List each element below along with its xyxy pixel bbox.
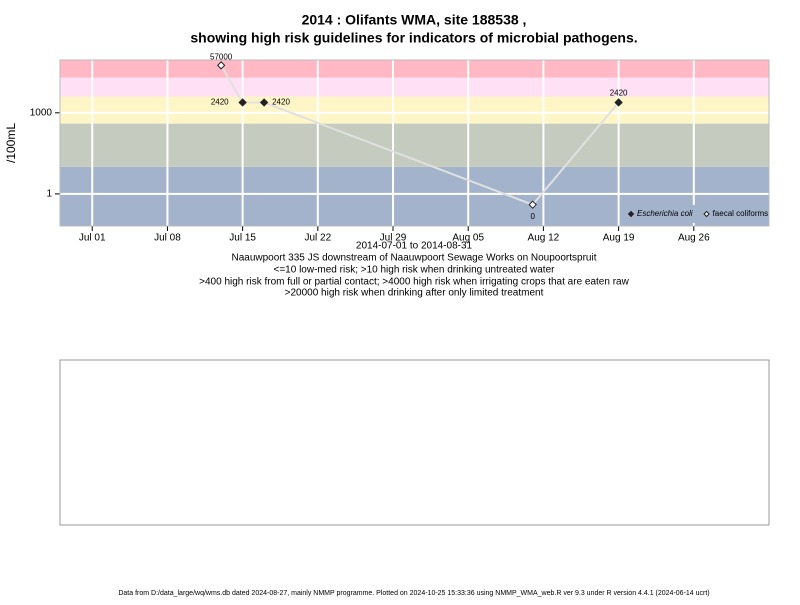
legend-label: faecal coliforms bbox=[713, 209, 769, 218]
data-label: 2420 bbox=[610, 89, 628, 98]
x-tick-label: Jul 01 bbox=[79, 233, 106, 244]
connector bbox=[531, 101, 620, 206]
chart-title: 2014 : Olifants WMA, site 188538 , bbox=[302, 12, 527, 28]
legend-box bbox=[625, 205, 767, 223]
x-axis-label: 2014-07-01 to 2014-08-31 bbox=[356, 241, 473, 252]
data-label: 2420 bbox=[211, 98, 229, 107]
x-tick-label: Jul 15 bbox=[229, 233, 256, 244]
y-tick-label: 1000 bbox=[30, 107, 53, 118]
risk-band bbox=[60, 77, 769, 97]
risk-band bbox=[60, 60, 769, 78]
note: Naauwpoort 335 JS downstream of Naauwpoo… bbox=[231, 253, 596, 264]
legend-marker bbox=[627, 210, 635, 218]
plot-frame bbox=[59, 59, 770, 227]
data-label: 57000 bbox=[210, 52, 233, 61]
x-tick-label: Jul 29 bbox=[380, 233, 407, 244]
legend-marker bbox=[703, 210, 710, 218]
legend-label: Escherichia coli bbox=[637, 209, 693, 218]
data-label: 0 bbox=[530, 212, 535, 221]
note: >400 high risk from full or partial cont… bbox=[199, 277, 629, 288]
connector bbox=[220, 64, 244, 103]
x-tick-label: Jul 22 bbox=[304, 233, 331, 244]
x-tick-label: Aug 12 bbox=[528, 233, 560, 244]
data-point bbox=[238, 98, 247, 107]
data-point bbox=[614, 98, 623, 107]
note: >20000 high risk when drinking after onl… bbox=[285, 288, 544, 299]
x-tick-label: Aug 26 bbox=[678, 233, 710, 244]
x-tick-label: Jul 08 bbox=[154, 233, 181, 244]
data-label: 2420 bbox=[272, 98, 290, 107]
y-tick-label: 1 bbox=[46, 189, 52, 200]
empty-panel bbox=[59, 359, 770, 526]
chart-subtitle: showing high risk guidelines for indicat… bbox=[190, 30, 637, 46]
footer: Data from D:/data_large/wq/wms.db dated … bbox=[118, 590, 709, 597]
risk-band bbox=[60, 96, 769, 124]
connector bbox=[263, 101, 534, 206]
x-tick-label: Aug 05 bbox=[452, 233, 484, 244]
x-tick-label: Aug 19 bbox=[603, 233, 635, 244]
data-point bbox=[259, 98, 269, 107]
data-point bbox=[216, 61, 226, 70]
note: <=10 low-med risk; >10 high risk when dr… bbox=[274, 265, 556, 276]
y-axis-label: /100mL bbox=[4, 123, 18, 163]
data-point bbox=[528, 200, 537, 209]
